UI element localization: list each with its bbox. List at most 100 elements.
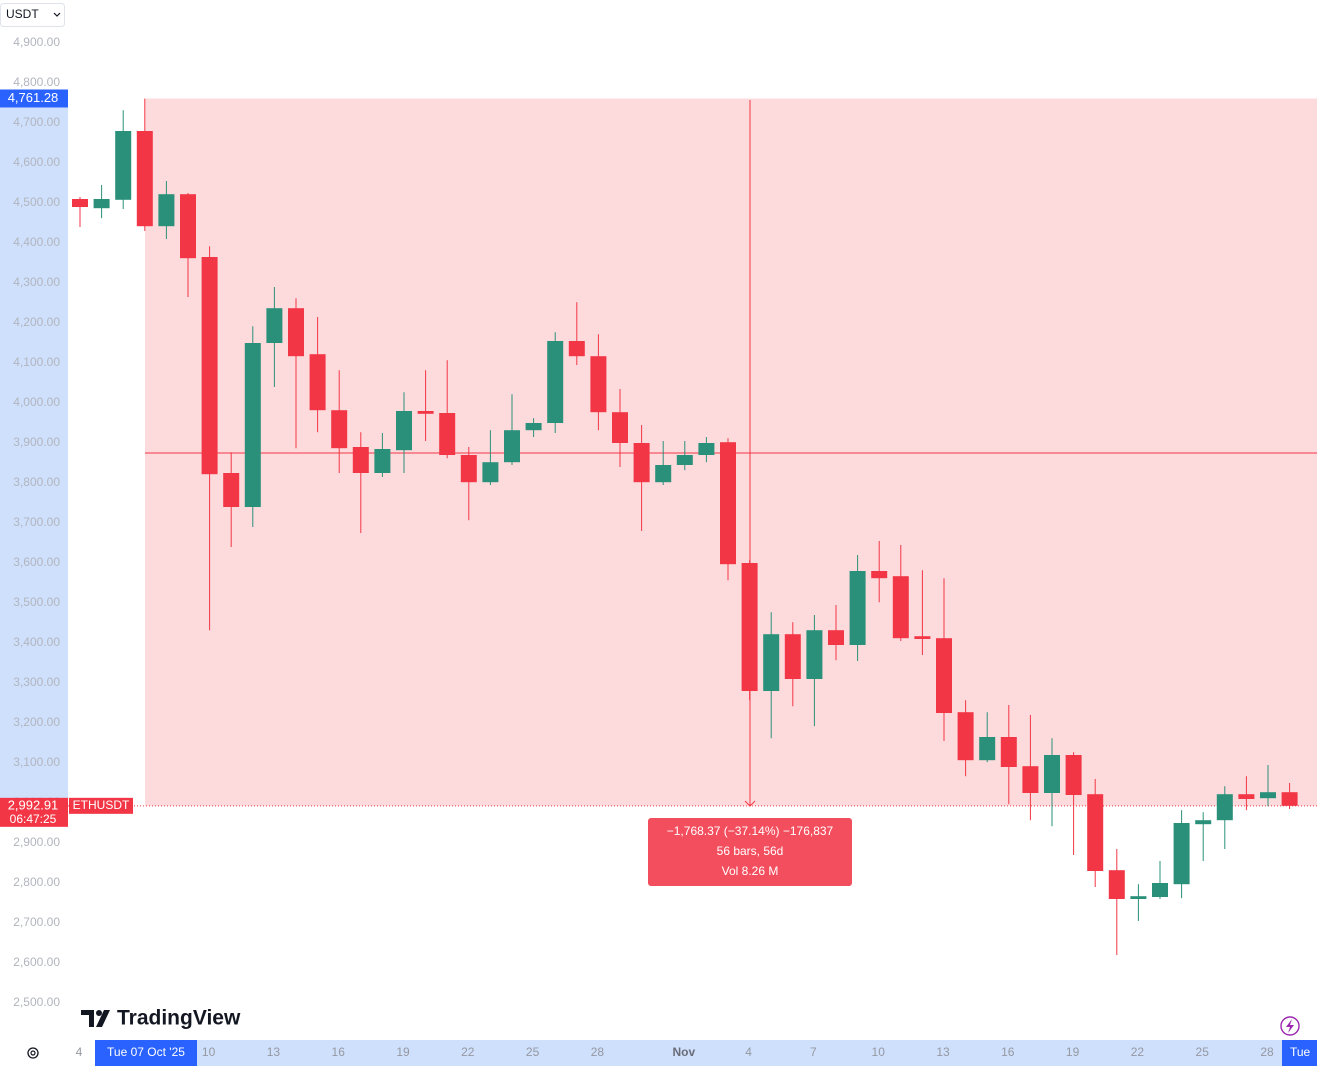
candle-body [115, 131, 132, 200]
date-to-label: Tue [1290, 1045, 1311, 1059]
symbol-tag-bg [69, 797, 133, 814]
y-tick-label: 3,600.00 [13, 555, 60, 569]
candle-body [504, 430, 520, 463]
measure-bars: 56 bars, 56d [717, 844, 784, 858]
y-tick-label: 2,500.00 [13, 995, 60, 1009]
candle-body [525, 423, 542, 431]
y-tick-label: 4,200.00 [13, 315, 60, 329]
y-tick-label: 2,900.00 [13, 835, 60, 849]
x-tick-label: 16 [332, 1045, 346, 1059]
x-tick-label: 13 [267, 1045, 281, 1059]
candle-body [288, 308, 304, 357]
x-tick-label: 25 [1196, 1045, 1210, 1059]
candle-body [93, 199, 110, 209]
candle-body [1000, 737, 1017, 767]
candle-body [957, 712, 974, 761]
lightning-button[interactable] [1280, 1016, 1300, 1036]
x-tick-label: 7 [810, 1045, 817, 1059]
candle-body [871, 571, 888, 579]
candle-body [352, 447, 369, 473]
currency-dropdown[interactable] [0, 3, 65, 27]
settings-button[interactable] [27, 1047, 39, 1059]
currency-label: USDT [6, 7, 39, 21]
date-to-label-bg [1282, 1040, 1317, 1066]
y-tick-label: 4,400.00 [13, 235, 60, 249]
y-tick-label: 3,300.00 [13, 675, 60, 689]
y-tick-label: 4,000.00 [13, 395, 60, 409]
x-tick-label: Nov [672, 1045, 695, 1059]
brand-icon [81, 1010, 110, 1027]
x-tick-label: 4 [745, 1045, 752, 1059]
y-tick-label: 3,200.00 [13, 715, 60, 729]
y-tick-label: 3,100.00 [13, 755, 60, 769]
y-tick-label: 3,700.00 [13, 515, 60, 529]
x-tick-label: 19 [396, 1045, 410, 1059]
candle-body [1238, 794, 1255, 799]
candle-body [1087, 794, 1104, 871]
x-tick-label: 16 [1001, 1045, 1015, 1059]
candle-body [633, 443, 650, 483]
candle-body [482, 462, 499, 483]
last-price-label: 2,992.91 [8, 797, 59, 812]
candle-body [309, 354, 326, 411]
candles-layer [72, 98, 1298, 955]
candle-body [331, 410, 348, 449]
symbol-tag: ETHUSDT [73, 798, 130, 812]
candle-body [892, 576, 909, 639]
x-tick-label: 19 [1066, 1045, 1080, 1059]
candle-body [828, 630, 844, 645]
y-tick-label: 4,800.00 [13, 75, 60, 89]
countdown: 06:47:25 [10, 812, 57, 826]
lightning-icon [1286, 1019, 1294, 1033]
candle-body [979, 737, 996, 761]
candle-body [1044, 755, 1060, 793]
candle-body [223, 473, 240, 507]
measure-volume: Vol 8.26 M [722, 864, 779, 878]
candle-body [396, 411, 412, 451]
settings-icon [27, 1047, 39, 1059]
y-tick-label: 4,700.00 [13, 115, 60, 129]
candle-body [849, 571, 866, 645]
brand-logo: TradingView [81, 1007, 241, 1030]
y-tick-label: 4,300.00 [13, 275, 60, 289]
candle-body [72, 199, 88, 207]
candle-body [784, 634, 801, 679]
candle-body [1130, 896, 1147, 899]
x-tick-label: 28 [1260, 1045, 1274, 1059]
brand-icon-dot [96, 1010, 102, 1016]
measure-arrow [744, 800, 756, 807]
candle-body [1065, 755, 1082, 795]
x-tick-label: 10 [202, 1045, 216, 1059]
y-tick-label: 4,500.00 [13, 195, 60, 209]
candle-body [1108, 870, 1125, 899]
candle-body [417, 411, 434, 414]
y-tick-label: 4,900.00 [13, 35, 60, 49]
candle-body [158, 194, 175, 227]
brand-name: TradingView [117, 1007, 241, 1030]
candle-body [460, 455, 477, 483]
lightning-circle [1280, 1016, 1300, 1036]
x-tick-label: 25 [526, 1045, 540, 1059]
measure-from-label-bg [0, 89, 68, 108]
candle-body [136, 131, 153, 227]
date-from-label-bg [95, 1040, 197, 1066]
price-axis-highlight [0, 98, 68, 806]
x-tick-label: 13 [936, 1045, 950, 1059]
candle-body [1173, 823, 1190, 885]
x-tick-label: 22 [1131, 1045, 1145, 1059]
y-tick-label: 3,400.00 [13, 635, 60, 649]
y-tick-label: 2,700.00 [13, 915, 60, 929]
y-tick-label: 4,100.00 [13, 355, 60, 369]
candle-body [1195, 820, 1212, 825]
measure-change: −1,768.37 (−37.14%) −176,837 [667, 824, 834, 838]
candle-body [655, 465, 672, 483]
y-tick-label: 3,800.00 [13, 475, 60, 489]
candle-body [439, 413, 456, 455]
candle-body [244, 343, 261, 507]
last-price-label-bg [0, 797, 68, 827]
candle-body [1216, 794, 1233, 821]
measure-tooltip [648, 818, 852, 886]
